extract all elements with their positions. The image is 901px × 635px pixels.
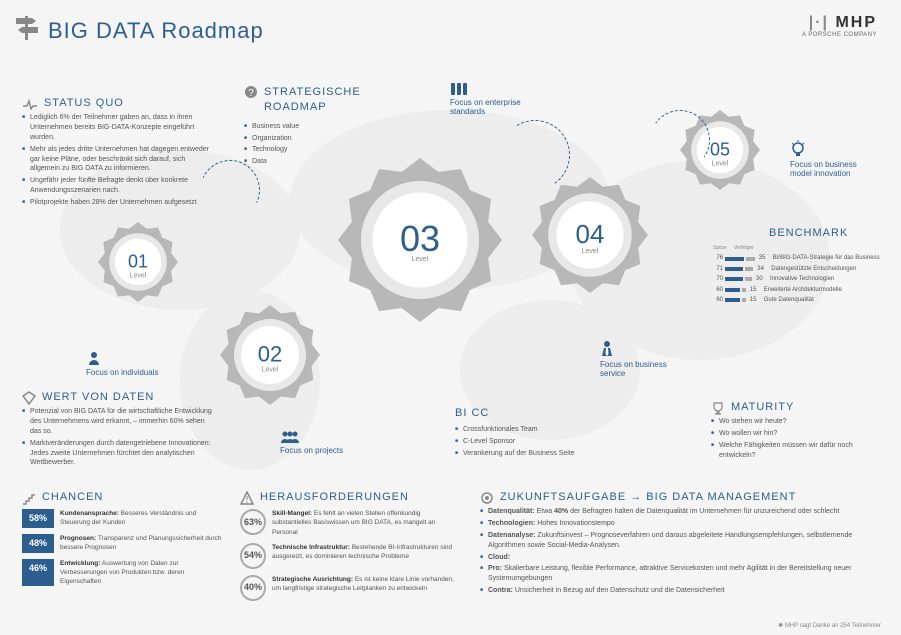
- svg-text:Level: Level: [582, 248, 599, 255]
- heraus-title: HERAUSFORDERUNGEN: [260, 491, 409, 503]
- stairs-icon: [22, 491, 36, 505]
- focus-label: Focus on enterprise standards: [450, 82, 530, 116]
- gear-02: 02 Level: [220, 305, 320, 405]
- roadmap-title: STRATEGISCHE ROADMAP: [264, 85, 354, 116]
- svg-text:05: 05: [710, 139, 730, 159]
- statusquo-title: STATUS QUO: [44, 97, 124, 109]
- gear-01: 01 Level: [98, 222, 178, 302]
- list-item: Datenqualität: Etwa 40% der Befragten ha…: [480, 507, 880, 517]
- list-item: C-Level Sponsor: [455, 437, 605, 447]
- svg-text:01: 01: [128, 251, 148, 271]
- list-item: Organization: [244, 134, 374, 144]
- footer-text: ✱ MHP sagt Danke an 254 Teilnehmer: [778, 622, 881, 629]
- tie-icon: [600, 340, 680, 360]
- svg-text:Level: Level: [262, 367, 279, 374]
- list-item: Crossfunktionales Team: [455, 425, 605, 435]
- bulb-icon: [790, 140, 870, 160]
- list-item: Potenzial von BIG DATA für die wirtschaf…: [22, 407, 212, 436]
- benchmark-row: 7030Innovative Technologien: [713, 275, 883, 283]
- servers-icon: [450, 82, 530, 98]
- benchmark-row: 6015Gute Datenqualität: [713, 296, 883, 304]
- list-item: Technology: [244, 145, 374, 155]
- section-chancen: CHANCEN 58%Kundenansprache: Besseres Ver…: [22, 490, 222, 592]
- list-item: Welche Fähigkeiten müssen wir dafür noch…: [711, 441, 861, 461]
- svg-text:Level: Level: [412, 256, 429, 263]
- warning-icon: [240, 491, 254, 505]
- diamond-icon: [22, 391, 36, 405]
- chancen-title: CHANCEN: [42, 491, 103, 503]
- wert-title: WERT VON DATEN: [42, 391, 154, 403]
- logo-sub: A PORSCHE COMPANY: [802, 32, 877, 38]
- svg-text:04: 04: [576, 219, 605, 249]
- list-item: Pro: Skalierbare Leistung, flexible Perf…: [480, 564, 880, 584]
- section-benchmark: BENCHMARK Spitze Verfolger 7635BI/BIG-DA…: [713, 226, 883, 306]
- svg-text:Level: Level: [712, 160, 729, 167]
- list-item: Datenanalyse: Zukunftsinvest – Prognosev…: [480, 531, 880, 551]
- list-item: Wo stehen wir heute?: [711, 417, 861, 427]
- list-item: Cloud:: [480, 553, 880, 563]
- person-icon: [86, 350, 158, 368]
- list-item: Data: [244, 157, 374, 167]
- section-statusquo: STATUS QUO Lediglich 6% der Teilnehmer g…: [22, 96, 212, 210]
- heraus-row: 40%Strategische Ausrichtung: Es ist kein…: [240, 575, 460, 601]
- zukunft-title: ZUKUNFTSAUFGABE → BIG DATA MANAGEMENT: [500, 491, 796, 503]
- focus-label: Focus on business model innovation: [790, 140, 870, 178]
- svg-text:Level: Level: [130, 272, 147, 279]
- list-item: Contra: Unsicherheit in Bezug auf den Da…: [480, 586, 880, 596]
- list-item: Marktveränderungen durch datengetriebene…: [22, 439, 212, 468]
- list-item: Verankerung auf der Business Seite: [455, 449, 605, 459]
- focus-label: Focus on projects: [280, 430, 343, 455]
- maturity-title: MATURITY: [731, 401, 794, 413]
- benchmark-row: 7134Datengestützte Entscheidungen: [713, 265, 883, 273]
- benchmark-title: BENCHMARK: [769, 226, 883, 241]
- list-item: Wo wollen wir hin?: [711, 429, 861, 439]
- list-item: Ungefähr jeder fünfte Befragte denkt übe…: [22, 176, 212, 196]
- section-wert: WERT VON DATEN Potenzial von BIG DATA fü…: [22, 390, 212, 470]
- pulse-icon: [22, 98, 38, 110]
- page-title: BIG DATA Roadmap: [48, 18, 264, 44]
- group-icon: [280, 430, 343, 446]
- svg-text:?: ?: [248, 88, 254, 99]
- list-item: Business value: [244, 122, 374, 132]
- signpost-icon: [14, 12, 40, 42]
- focus-label: Focus on business service: [600, 340, 680, 378]
- list-item: Pilotprojekte haben 28% der Unternehmen …: [22, 198, 212, 208]
- question-icon: ?: [244, 85, 258, 99]
- chancen-row: 48%Prognosen: Transparenz und Planungssi…: [22, 534, 222, 553]
- svg-text:02: 02: [258, 342, 282, 367]
- benchmark-row: 6015Erweiterte Architekturmodelle: [713, 286, 883, 294]
- focus-label: Focus on individuals: [86, 350, 158, 377]
- gear-04: 04 Level: [532, 177, 648, 293]
- heraus-row: 54%Technische Infrastruktur: Bestehende …: [240, 543, 460, 569]
- section-bicc: BI CC Crossfunktionales Team C-Level Spon…: [455, 406, 605, 461]
- svg-text:03: 03: [400, 218, 440, 259]
- heraus-row: 63%Skill-Mangel: Es fehlt an vielen Stel…: [240, 509, 460, 536]
- logo: |·| MHP: [809, 14, 877, 32]
- gear-03: 03 Level: [338, 158, 502, 322]
- section-maturity: MATURITY Wo stehen wir heute? Wo wollen w…: [711, 400, 861, 463]
- list-item: Lediglich 6% der Teilnehmer gaben an, da…: [22, 113, 212, 142]
- trophy-icon: [711, 401, 725, 415]
- benchmark-row: 7635BI/BIG-DATA-Strategie für das Busine…: [713, 254, 883, 262]
- list-item: Mehr als jedes dritte Unternehmen hat da…: [22, 145, 212, 174]
- section-heraus: HERAUSFORDERUNGEN 63%Skill-Mangel: Es fe…: [240, 490, 460, 607]
- chancen-row: 46%Entwicklung: Auswertung von Daten zur…: [22, 559, 222, 586]
- gear-icon: [480, 491, 494, 505]
- list-item: Technologien: Hohes Innovationstempo: [480, 519, 880, 529]
- bicc-title: BI CC: [455, 406, 605, 421]
- section-roadmap: ? STRATEGISCHE ROADMAP Business value Org…: [244, 85, 374, 169]
- chancen-row: 58%Kundenansprache: Besseres Verständnis…: [22, 509, 222, 528]
- section-zukunft: ZUKUNFTSAUFGABE → BIG DATA MANAGEMENT Da…: [480, 490, 880, 598]
